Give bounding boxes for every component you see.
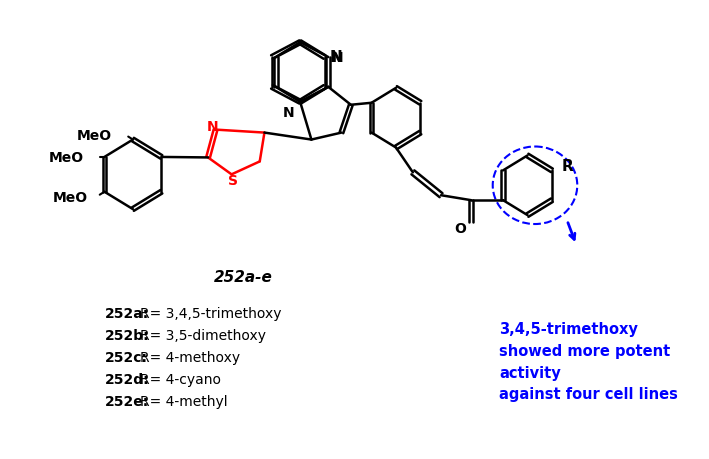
Text: R= 4-cyano: R= 4-cyano — [140, 372, 221, 386]
Text: S: S — [228, 174, 238, 188]
Text: activity: activity — [499, 365, 561, 380]
Text: N: N — [329, 50, 342, 64]
Text: O: O — [454, 222, 466, 235]
Text: N: N — [283, 106, 294, 119]
Text: 252e:: 252e: — [105, 394, 149, 408]
Text: R= 4-methoxy: R= 4-methoxy — [140, 351, 240, 364]
Text: 252b:: 252b: — [105, 329, 150, 342]
Text: showed more potent: showed more potent — [499, 343, 671, 358]
Text: 252a-e: 252a-e — [214, 269, 273, 285]
Text: N: N — [207, 119, 218, 133]
Text: 252a:: 252a: — [105, 307, 149, 321]
Text: R= 4-methyl: R= 4-methyl — [140, 394, 228, 408]
Text: 252c:: 252c: — [105, 351, 147, 364]
Text: MeO: MeO — [52, 190, 87, 204]
Text: R= 3,5-dimethoxy: R= 3,5-dimethoxy — [140, 329, 267, 342]
Text: R: R — [562, 158, 573, 174]
Text: MeO: MeO — [77, 129, 112, 142]
Text: MeO: MeO — [49, 151, 84, 165]
Text: R= 3,4,5-trimethoxy: R= 3,4,5-trimethoxy — [140, 307, 282, 321]
Text: against four cell lines: against four cell lines — [499, 386, 679, 402]
Text: N: N — [332, 51, 344, 65]
Text: 252d:: 252d: — [105, 372, 150, 386]
Text: 3,4,5-trimethoxy: 3,4,5-trimethoxy — [499, 321, 638, 336]
